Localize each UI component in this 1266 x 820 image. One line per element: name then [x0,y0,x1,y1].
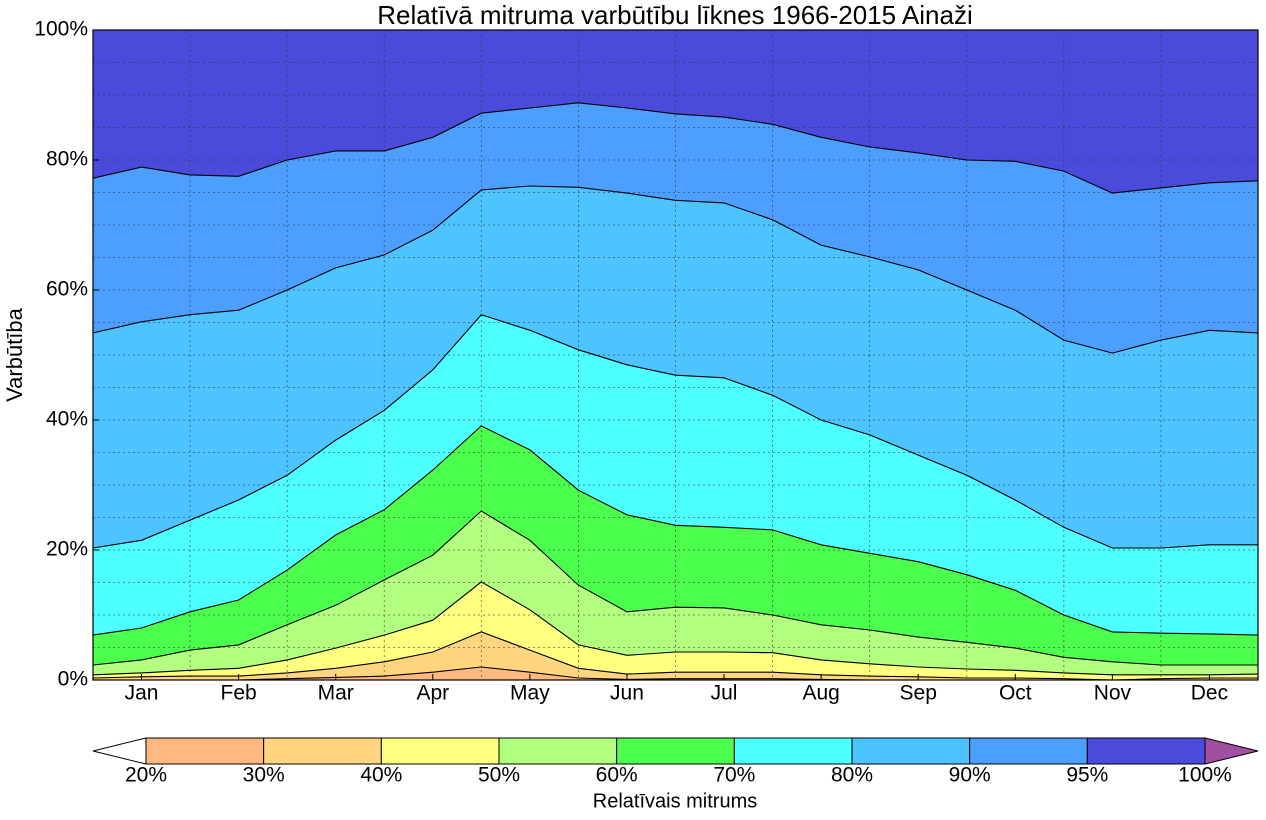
x-tick-label: May [510,682,550,705]
colorbar-tick-label: 100% [1178,764,1232,787]
colorbar-tick-label: 90% [949,764,991,787]
colorbar-segment [733,737,853,765]
probability-line [92,314,1258,549]
y-tick-label: 100% [34,18,88,41]
colorbar-under [92,737,147,765]
x-tick-label: Aug [802,682,839,705]
x-tick-label: Sep [900,682,937,705]
colorbar-segment [145,737,265,765]
colorbar-segment [263,737,382,765]
colorbar-segment [498,737,618,765]
y-tick-label: 40% [46,408,88,431]
colorbar-tick-label: 60% [596,764,638,787]
probability-line [92,581,1259,676]
colorbar-tick-label: 20% [125,764,167,787]
plot-frame [92,29,1259,681]
probability-line [92,102,1259,194]
colorbar-segment [1086,737,1206,765]
x-tick-label: Oct [999,682,1032,705]
x-tick-label: Feb [221,682,257,705]
colorbar-tick-label: 40% [360,764,402,787]
y-tick-label: 20% [46,538,88,561]
colorbar-tick-label: 70% [713,764,755,787]
probability-line [92,185,1259,354]
colorbar-tick-label: 50% [478,764,520,787]
colorbar-over [1204,737,1259,765]
y-tick-label: 60% [46,278,88,301]
colorbar-tick-label: 30% [243,764,285,787]
x-tick-label: Dec [1191,682,1228,705]
area-fill [93,631,1258,680]
x-tick-label: Jun [610,682,644,705]
colorbar-segment [380,737,500,765]
y-tick-label: 80% [46,148,88,171]
colorbar-tick-label: 80% [831,764,873,787]
colorbar-label: Relatīvais mitrums [593,790,757,812]
y-tick-label: 0% [58,668,88,691]
colorbar-tick-label: 95% [1066,764,1108,787]
chart-title: Relatīvā mitruma varbūtību līknes 1966-2… [377,0,972,30]
probability-line [92,631,1258,681]
probability-line [92,425,1259,636]
colorbar-segment [616,737,735,765]
colorbar-segment [851,737,971,765]
x-tick-label: Mar [318,682,354,705]
x-tick-label: Jan [125,682,159,705]
x-tick-label: Nov [1094,682,1132,705]
x-tick-label: Jul [711,682,738,705]
y-axis-label: Varbūtība [2,307,27,402]
colorbar-segment [969,737,1088,765]
probability-line [92,510,1258,666]
x-tick-label: Apr [416,682,449,705]
